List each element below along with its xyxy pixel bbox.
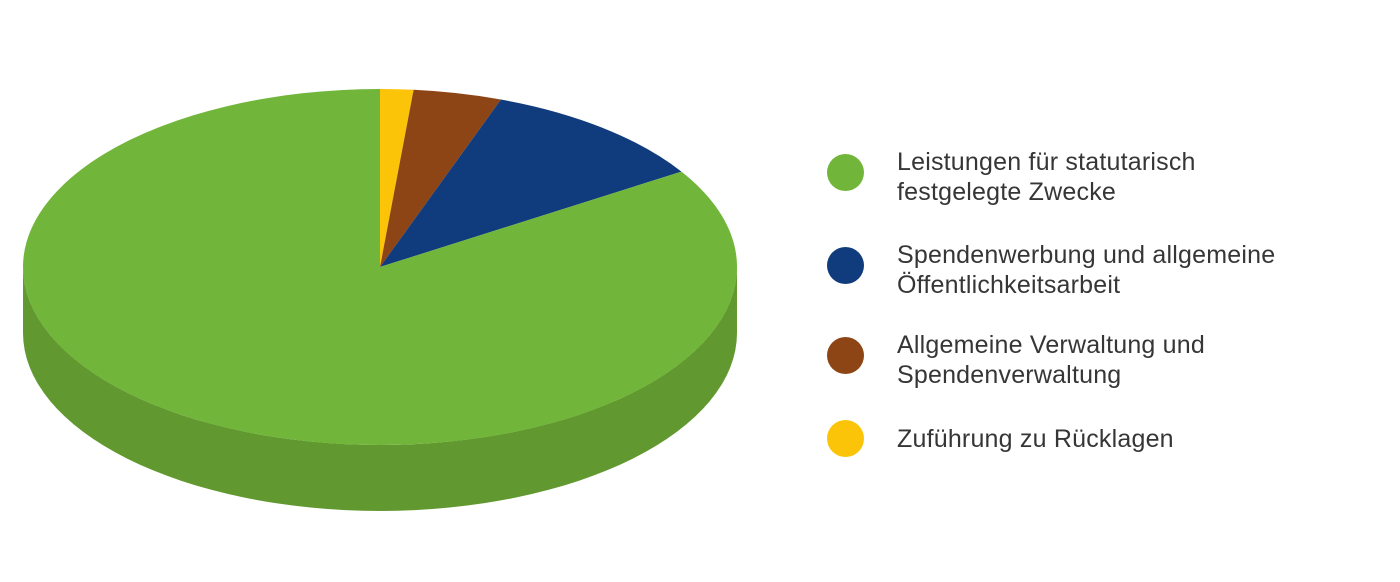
pie-slice-1 <box>380 99 682 268</box>
legend-label-leistungen: Leistungen für statutarisch festgelegte … <box>897 147 1196 207</box>
legend-item-verwaltung: Allgemeine Verwaltung und Spendenverwalt… <box>827 330 1205 390</box>
pie-slice-0 <box>23 89 738 446</box>
pie-slice-2 <box>380 89 501 267</box>
legend-swatch-yellow <box>827 420 864 457</box>
legend-item-ruecklagen: Zuführung zu Rücklagen <box>827 420 1174 457</box>
legend-label-line: festgelegte Zwecke <box>897 178 1116 206</box>
legend-label-line: Leistungen für statutarisch <box>897 148 1196 176</box>
legend-label-line: Allgemeine Verwaltung und <box>897 331 1205 359</box>
legend-swatch-green <box>827 154 864 191</box>
legend-label-verwaltung: Allgemeine Verwaltung und Spendenverwalt… <box>897 330 1205 390</box>
legend-swatch-blue <box>827 247 864 284</box>
legend-label-line: Öffentlichkeitsarbeit <box>897 271 1121 299</box>
legend-swatch-brown <box>827 337 864 374</box>
legend-label-line: Spendenwerbung und allgemeine <box>897 241 1276 269</box>
legend-label-spendenwerbung: Spendenwerbung und allgemeine Öffentlich… <box>897 240 1275 300</box>
legend-label-ruecklagen: Zuführung zu Rücklagen <box>897 424 1174 454</box>
legend-label-line: Zuführung zu Rücklagen <box>897 425 1174 453</box>
legend-item-spendenwerbung: Spendenwerbung und allgemeine Öffentlich… <box>827 240 1275 300</box>
legend-item-leistungen: Leistungen für statutarisch festgelegte … <box>827 147 1196 207</box>
pie-slice-3 <box>380 89 414 267</box>
legend-label-line: Spendenverwaltung <box>897 361 1122 389</box>
pie-side-wall <box>23 267 737 511</box>
